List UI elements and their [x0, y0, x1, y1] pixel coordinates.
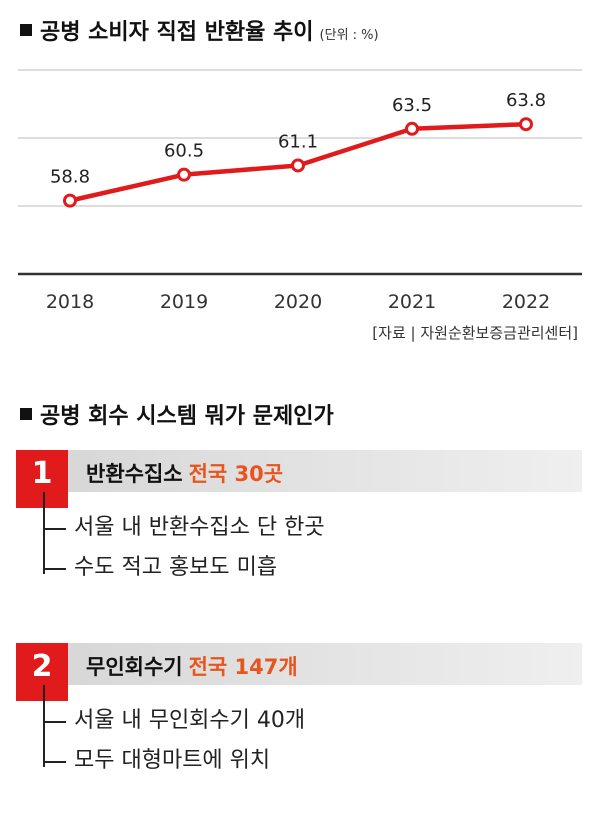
issues-title: 공병 회수 시스템 뭐가 문제인가: [20, 398, 334, 430]
issue-number-badge: 1: [16, 450, 68, 508]
issue-highlight: 전국 147개: [188, 655, 298, 679]
unit-label: (단위 : %): [319, 28, 379, 43]
tree-branch: [44, 761, 66, 763]
data-label: 63.8: [506, 90, 546, 111]
chart-title: 공병 소비자 직접 반환율 추이 (단위 : %): [20, 14, 379, 46]
issue-block-2: 2 무인회수기 전국 147개 서울 내 무인회수기 40개 모두 대형마트에 위…: [16, 643, 582, 781]
issue-highlight: 전국 30곳: [188, 462, 284, 486]
issue-subitem: 수도 적고 홍보도 미흡: [44, 548, 582, 588]
tree-branch: [44, 528, 66, 530]
square-bullet-icon: [20, 408, 32, 420]
tree-branch: [44, 721, 66, 723]
source-caption: [자료 | 자원순환보증금관리센터]: [372, 324, 578, 342]
issue-header: 2 무인회수기 전국 147개: [16, 643, 582, 701]
tree-branch: [44, 568, 66, 570]
issue-number-badge: 2: [16, 643, 68, 701]
x-tick-label: 2019: [160, 291, 208, 313]
issue-header-bar: [16, 450, 582, 492]
data-label: 63.5: [392, 95, 432, 116]
square-bullet-icon: [20, 24, 32, 36]
x-tick-label: 2020: [274, 291, 322, 313]
data-point: [177, 167, 191, 182]
issue-subitem: 서울 내 반환수집소 단 한곳: [44, 508, 582, 548]
issue-header: 1 반환수집소 전국 30곳: [16, 450, 582, 508]
issue-label: 반환수집소 전국 30곳: [86, 462, 284, 486]
issue-block-1: 1 반환수집소 전국 30곳 서울 내 반환수집소 단 한곳 수도 적고 홍보도 …: [16, 450, 582, 588]
data-label: 58.8: [50, 167, 90, 188]
issue-subitems: 서울 내 반환수집소 단 한곳 수도 적고 홍보도 미흡: [16, 492, 582, 588]
x-tick-label: 2022: [502, 291, 550, 313]
line-chart: 58.8 60.5 61.1 63.5 63.8 2018 2019 2020 2021 2022: [18, 69, 582, 313]
data-point: [519, 117, 533, 132]
data-label: 60.5: [164, 141, 204, 162]
tree-connector: [43, 492, 45, 574]
issue-subitem: 모두 대형마트에 위치: [44, 741, 582, 781]
issue-subitem: 서울 내 무인회수기 40개: [44, 701, 582, 741]
x-tick-label: 2018: [46, 291, 94, 313]
data-point: [63, 193, 77, 208]
tree-connector: [43, 685, 45, 767]
issue-header-bar: [16, 643, 582, 685]
x-tick-label: 2021: [388, 291, 436, 313]
issue-subitems: 서울 내 무인회수기 40개 모두 대형마트에 위치: [16, 685, 582, 781]
data-point: [405, 121, 419, 136]
data-label: 61.1: [278, 131, 318, 152]
data-point: [291, 158, 305, 173]
issue-label: 무인회수기 전국 147개: [86, 655, 298, 679]
